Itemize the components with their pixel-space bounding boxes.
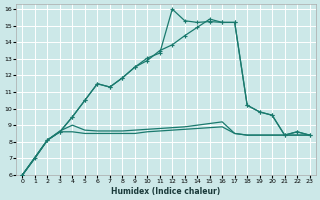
X-axis label: Humidex (Indice chaleur): Humidex (Indice chaleur) [111, 187, 221, 196]
